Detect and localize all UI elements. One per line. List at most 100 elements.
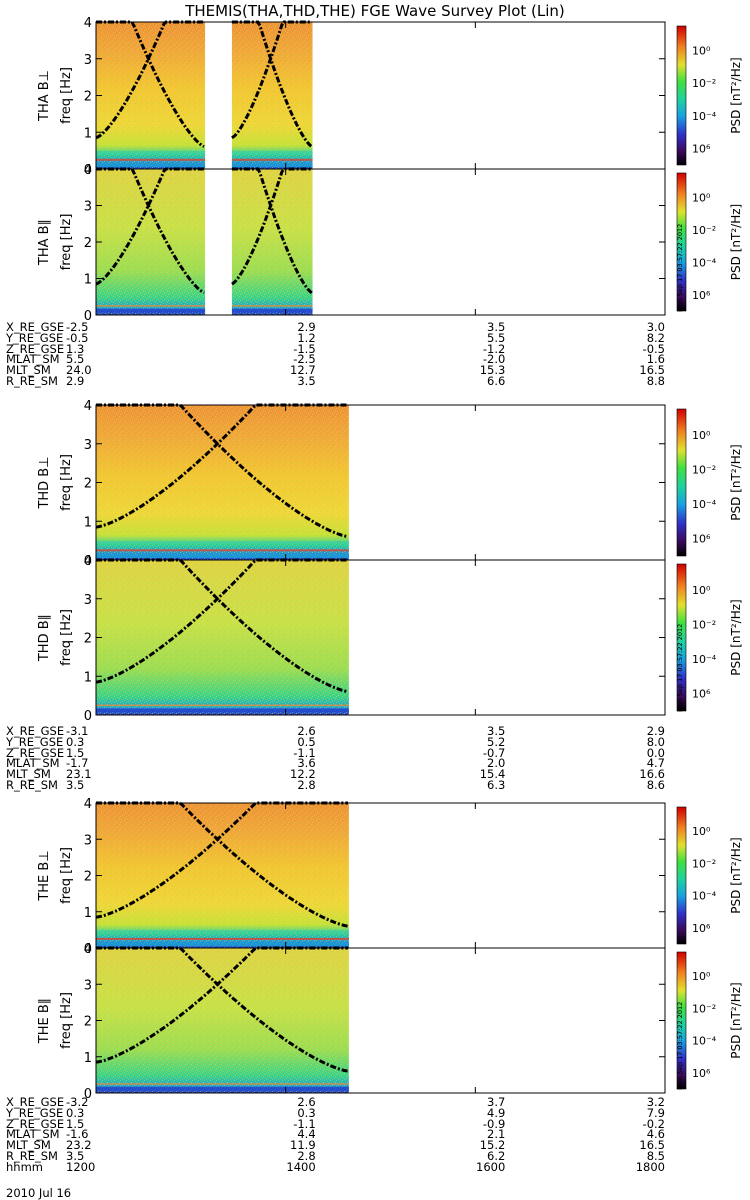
y-tick-label: 2 xyxy=(84,1015,92,1030)
timestamp: Mon Sep 17 03:57:22 2012 xyxy=(676,624,684,712)
panel-label: THA B⊥ xyxy=(37,70,52,122)
y-tick-label: 1 xyxy=(84,273,92,288)
ephemeris-label: Z_RE_GSE xyxy=(6,1116,65,1131)
color-bar xyxy=(676,408,687,557)
ephemeris-label: X_RE_GSE xyxy=(6,1095,65,1109)
colorbar-tick-label: 10⁻⁴ xyxy=(692,653,717,666)
y-tick-label: 0 xyxy=(84,709,92,724)
spectral-band xyxy=(96,937,349,940)
ephemeris-value: 0.3 xyxy=(297,1105,316,1120)
ephemeris-value: 4.4 xyxy=(297,1127,316,1142)
ephemeris-value: -1.1 xyxy=(293,745,316,760)
ephemeris-label: Y_RE_GSE xyxy=(6,1105,64,1120)
colorbar-tick-label: 10⁰ xyxy=(692,429,711,442)
colorbar-tick-label: 10⁻² xyxy=(692,857,716,870)
panel-label: THE B∥ xyxy=(37,998,52,1044)
panel-label: THE B⊥ xyxy=(37,850,52,901)
spectrogram-texture xyxy=(96,169,206,315)
spectral-band xyxy=(231,163,313,168)
y-axis-label: freq [Hz] xyxy=(59,847,74,904)
ephemeris-value: -1.6 xyxy=(66,1127,89,1142)
ephemeris-label: MLT_SM xyxy=(6,363,51,378)
spectral-band xyxy=(96,704,349,707)
spectral-band xyxy=(96,163,206,168)
spectral-band xyxy=(96,554,349,559)
colorbar-tick-label: 10⁶ xyxy=(692,289,711,302)
y-tick-label: 2 xyxy=(84,632,92,647)
panel-label: THD B⊥ xyxy=(37,456,52,509)
colorbar-tick-label: 10⁶ xyxy=(692,688,711,701)
spectral-band xyxy=(231,150,313,154)
colorbar-tick-label: 10⁶ xyxy=(692,1067,711,1080)
colorbar-tick-label: 10⁶ xyxy=(692,922,711,935)
colorbar-tick-label: 10⁻⁴ xyxy=(692,498,717,511)
y-tick-label: 4 xyxy=(84,399,92,414)
ephemeris-value: 8.8 xyxy=(646,374,665,388)
panel-label: THD B∥ xyxy=(37,614,52,662)
spectrogram-texture xyxy=(96,803,349,948)
spectral-band xyxy=(231,308,313,313)
cyclotron-curve xyxy=(231,20,312,140)
ephemeris-value: 8.5 xyxy=(646,1149,665,1163)
ephemeris-value: 15.3 xyxy=(479,363,506,378)
colorbar-label: PSD [nT²/Hz] xyxy=(729,57,743,133)
ephemeris-value: 3.6 xyxy=(297,756,316,771)
ephemeris-value: 12.7 xyxy=(290,363,316,378)
y-tick-label: 0 xyxy=(84,554,92,569)
spectral-band xyxy=(96,150,206,154)
y-tick-label: 1 xyxy=(84,1051,92,1066)
ephemeris-value: 2.9 xyxy=(297,320,316,334)
spectrogram-panel-tha-bperp: 0 1 2 3 4 THA B⊥ freq [Hz] 10⁶ 10⁻⁴ 10⁻² 10⁰ PSD [n… xyxy=(37,16,743,178)
ephemeris-value: -0.2 xyxy=(642,1116,665,1131)
y-axis-label: freq [Hz] xyxy=(59,454,74,511)
ephemeris-value: -2.5 xyxy=(293,352,316,367)
color-bar xyxy=(676,172,687,312)
spectral-band xyxy=(96,930,349,934)
ephemeris-value: 16.5 xyxy=(639,1138,665,1153)
ephemeris-value: 4.9 xyxy=(487,1105,506,1120)
ephemeris-value: 1.6 xyxy=(646,352,665,367)
ephemeris-value: 5.2 xyxy=(487,734,506,749)
ephemeris-value: 2.6 xyxy=(297,1095,316,1109)
y-tick-label: 1 xyxy=(84,670,92,685)
colorbar-tick-label: 10⁻² xyxy=(692,464,716,477)
ephemeris-value: 8.0 xyxy=(646,734,665,749)
ephemeris-value: 3.5 xyxy=(66,1149,85,1163)
panel-label: THA B∥ xyxy=(37,219,52,266)
ephemeris-value: -0.5 xyxy=(642,341,665,356)
y-tick-label: 4 xyxy=(84,554,92,569)
colorbar-label: PSD [nT²/Hz] xyxy=(729,444,743,520)
y-tick-label: 4 xyxy=(84,163,92,178)
ephemeris-value: 2.8 xyxy=(297,1149,316,1163)
y-tick-label: 1 xyxy=(84,126,92,141)
ephemeris-value: 1400 xyxy=(286,1159,316,1174)
ephemeris-value: 5.5 xyxy=(66,352,85,367)
color-bar xyxy=(676,25,687,166)
y-tick-label: 3 xyxy=(84,978,92,993)
y-tick-label: 0 xyxy=(84,309,92,324)
colorbar-tick-label: 10⁰ xyxy=(692,970,711,983)
ephemeris-value: 15.2 xyxy=(479,1138,506,1153)
spectral-band xyxy=(96,1083,349,1085)
spectrogram-panel-thd-bpar: 0 1 2 3 4 THD B∥ freq [Hz] 10⁶ 10⁻⁴ 10⁻² 10⁰ PSD [n… xyxy=(37,554,743,724)
y-tick-label: 0 xyxy=(84,163,92,178)
ephemeris-value: 7.9 xyxy=(646,1105,665,1120)
y-tick-label: 3 xyxy=(84,833,92,848)
timestamp: Mon Sep 17 03:57:22 2012 xyxy=(676,1002,684,1090)
y-axis-label: freq [Hz] xyxy=(59,609,74,666)
ephemeris-value: 3.0 xyxy=(646,320,665,334)
y-tick-label: 3 xyxy=(84,200,92,215)
ephemeris-label: MLAT_SM xyxy=(6,1127,60,1142)
ephemeris-value: -2.0 xyxy=(482,352,506,367)
ephemeris-value: 0.5 xyxy=(297,734,316,749)
y-tick-label: 3 xyxy=(84,593,92,608)
ephemeris-value: 3.5 xyxy=(487,320,506,334)
colorbar-tick-label: 10⁰ xyxy=(692,584,711,597)
colorbar-tick-label: 10⁶ xyxy=(692,143,711,156)
ephemeris-label: Z_RE_GSE xyxy=(6,745,65,760)
ephemeris-value: -0.5 xyxy=(66,330,89,345)
ephemeris-value: 2.0 xyxy=(487,756,506,771)
ephemeris-value: 1.5 xyxy=(66,1116,85,1131)
ephemeris-value: -0.7 xyxy=(482,745,506,760)
ephemeris-value: 23.2 xyxy=(66,1138,92,1153)
